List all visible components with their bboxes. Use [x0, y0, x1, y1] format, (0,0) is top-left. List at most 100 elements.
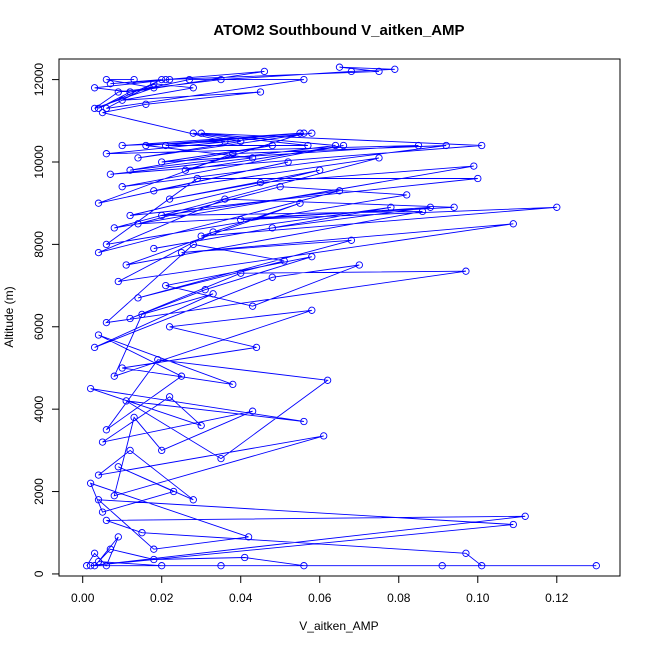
data-point: [221, 137, 229, 146]
y-tick-label: 0: [32, 570, 46, 577]
data-point: [150, 244, 158, 253]
data-point: [126, 166, 134, 174]
data-point: [316, 166, 324, 174]
data-point: [90, 104, 99, 113]
data-point: [462, 267, 470, 275]
data-point: [102, 150, 111, 158]
data-point: [592, 562, 600, 570]
x-tick-label: 0.02: [150, 591, 174, 605]
data-point: [209, 290, 217, 298]
data-point: [300, 129, 308, 137]
data-point: [150, 555, 158, 564]
data-point: [162, 75, 170, 84]
data-point: [106, 545, 115, 553]
data-point: [197, 129, 205, 137]
data-point: [177, 248, 186, 257]
x-tick-label: 0.06: [308, 591, 332, 605]
data-point: [122, 397, 130, 405]
data-point: [150, 187, 158, 195]
data-point: [229, 380, 237, 389]
data-point: [308, 253, 316, 261]
data-point: [118, 183, 126, 191]
data-point: [158, 158, 166, 166]
data-point: [237, 216, 245, 224]
data-point: [90, 84, 99, 92]
data-point: [165, 393, 174, 401]
data-point: [470, 162, 478, 170]
data-point: [248, 302, 257, 310]
data-point: [94, 471, 103, 479]
data-point: [300, 75, 308, 84]
data-point: [181, 166, 190, 174]
data-point: [142, 141, 150, 150]
data-point: [126, 314, 134, 323]
x-axis-label: V_aitken_AMP: [299, 619, 378, 633]
data-point: [94, 199, 103, 207]
data-point: [296, 199, 304, 207]
data-point: [94, 248, 103, 257]
data-point: [237, 269, 245, 277]
data-point: [375, 154, 383, 162]
data-point: [106, 170, 115, 178]
data-point: [150, 80, 158, 88]
data-point: [118, 96, 126, 104]
data-point: [347, 236, 356, 244]
data-point: [130, 413, 138, 422]
data-point: [118, 141, 126, 150]
data-point: [244, 533, 253, 541]
data-point: [248, 407, 257, 415]
data-point: [177, 372, 186, 380]
series-line: [86, 66, 597, 567]
data-point: [347, 67, 356, 76]
data-point: [102, 516, 111, 525]
data-point: [197, 421, 205, 430]
data-point: [134, 154, 142, 162]
data-point: [256, 88, 265, 96]
data-point: [114, 277, 122, 286]
data-point: [126, 446, 134, 455]
data-point: [241, 553, 249, 562]
data-point: [217, 454, 225, 463]
data-point: [375, 67, 383, 76]
data-point: [221, 195, 229, 203]
data-point: [553, 203, 561, 211]
data-point: [102, 426, 111, 434]
data-point: [114, 463, 122, 471]
y-tick-label: 6000: [32, 313, 46, 340]
data-point: [414, 141, 423, 150]
data-point: [102, 240, 111, 249]
data-point: [509, 220, 517, 228]
data-series: [83, 63, 600, 570]
data-point: [94, 496, 103, 504]
data-point: [189, 84, 197, 92]
data-point: [165, 75, 174, 84]
data-point: [106, 80, 115, 88]
data-point: [217, 562, 225, 570]
data-point: [268, 141, 276, 150]
data-point: [323, 376, 332, 384]
data-point: [462, 549, 470, 557]
data-point: [335, 63, 344, 71]
data-point: [158, 75, 166, 84]
data-point: [418, 207, 427, 216]
data-point: [90, 343, 99, 352]
data-point: [339, 141, 348, 150]
data-point: [268, 224, 276, 232]
data-point: [296, 129, 304, 137]
data-point: [169, 487, 178, 496]
chart-title: ATOM2 Southbound V_aitken_AMP: [213, 22, 464, 39]
x-axis: 0.00 0.02 0.04 0.06 0.08 0.10 0.12: [71, 575, 569, 605]
data-point: [102, 104, 111, 113]
data-point: [331, 141, 340, 150]
y-tick-label: 8000: [32, 231, 46, 258]
y-axis-label: Altitude (m): [2, 286, 16, 347]
data-point: [98, 508, 107, 516]
data-point: [142, 100, 150, 108]
data-point: [90, 549, 99, 557]
data-point: [83, 562, 91, 570]
data-point: [355, 261, 363, 269]
data-point: [138, 529, 146, 537]
data-point: [478, 562, 486, 570]
data-point: [90, 562, 99, 570]
data-point: [86, 562, 95, 570]
